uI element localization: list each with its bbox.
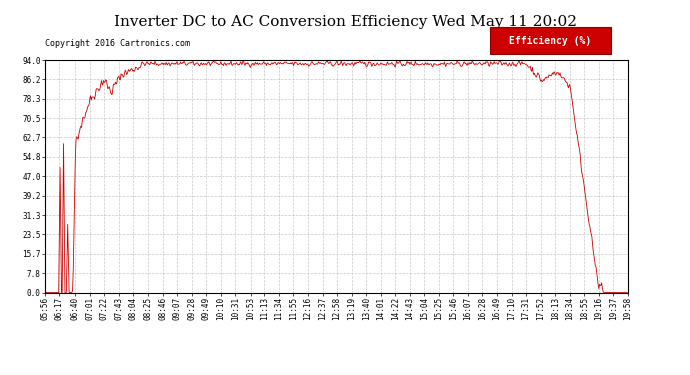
Text: Inverter DC to AC Conversion Efficiency Wed May 11 20:02: Inverter DC to AC Conversion Efficiency … [113,15,577,29]
Text: Copyright 2016 Cartronics.com: Copyright 2016 Cartronics.com [45,39,190,48]
Text: Efficiency (%): Efficiency (%) [509,36,591,46]
